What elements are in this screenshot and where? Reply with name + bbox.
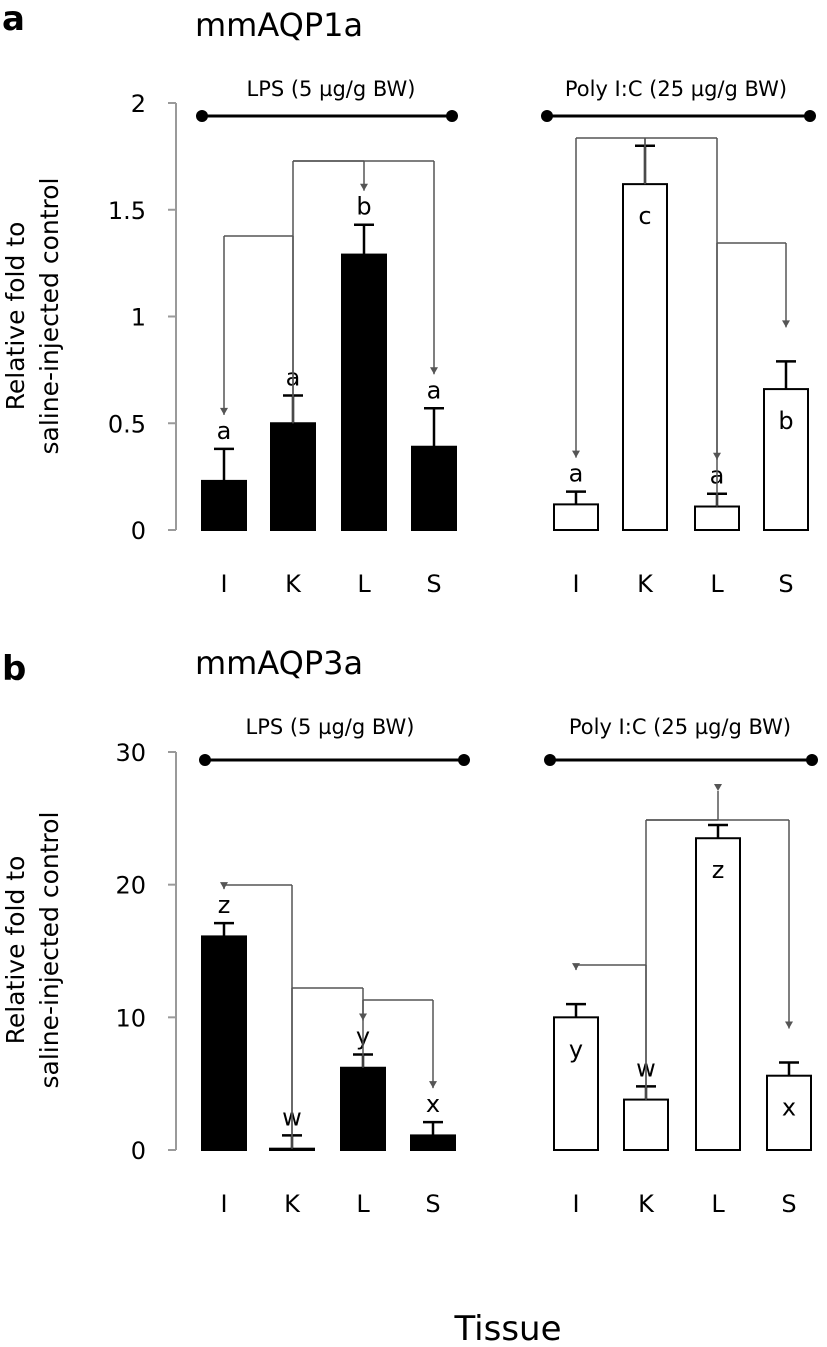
panel-b-y-tick-label: 10	[115, 1004, 146, 1032]
panel-b-category-label: K	[638, 1190, 655, 1218]
panel-a-group-1-line-end-dot	[446, 110, 458, 122]
panel-b-significance-letter: x	[426, 1090, 440, 1118]
panel-a-bracket-arrowhead	[360, 183, 368, 191]
panel-a-bar	[694, 505, 740, 532]
panel-a-bracket-arrowhead	[782, 320, 790, 328]
chart-marks: 00.511.52aIaKbLaSaIcKaLbS0102030zIwKyLxS…	[108, 90, 818, 1218]
panel-b-bracket-arrowhead	[714, 783, 722, 791]
panel-a-group-2-label: Poly I:C (25 µg/g BW)	[565, 77, 787, 101]
panel-b-ylabel-line1: Relative fold to	[1, 856, 30, 1045]
panel-a-group-2-line-start-dot	[541, 110, 553, 122]
panel-a-bracket-arrowhead	[430, 367, 438, 375]
panel-b-category-label: I	[220, 1190, 227, 1218]
panel-a-category-label: L	[710, 570, 724, 598]
panel-a-letter: a	[2, 0, 25, 39]
panel-a-bar	[201, 479, 247, 531]
panel-a-title: mmAQP1a	[195, 6, 363, 44]
panel-b-letter: b	[2, 649, 26, 689]
panel-a-significance-letter: a	[569, 460, 584, 488]
panel-a-category-label: K	[285, 570, 302, 598]
panel-a-y-tick-label: 0	[131, 517, 146, 545]
panel-a-y-tick-label: 1	[131, 304, 146, 332]
panel-b-significance-letter: z	[712, 856, 725, 884]
panel-a-bar	[341, 253, 387, 532]
panel-a-bracket-arrowhead	[220, 407, 228, 415]
panel-b-bracket-arrowhead	[572, 963, 580, 971]
panel-a-group-2-line-end-dot	[804, 110, 816, 122]
panel-a-significance-letter: b	[778, 407, 793, 435]
panel-a-category-label: K	[637, 570, 654, 598]
panel-b-category-label: S	[781, 1190, 796, 1218]
panel-b-category-label: K	[284, 1190, 301, 1218]
panel-b-bar	[766, 1074, 812, 1151]
panel-a-significance-letter: a	[217, 417, 232, 445]
panel-a-category-label: S	[426, 570, 441, 598]
panel-b-category-label: L	[711, 1190, 725, 1218]
panel-a-group-1-line-start-dot	[196, 110, 208, 122]
panel-b-bar	[269, 1147, 315, 1152]
panel-a-bar	[622, 183, 668, 531]
panel-b-bar	[623, 1098, 669, 1152]
x-axis-title: Tissue	[453, 1309, 561, 1347]
panel-b-y-tick-label: 0	[131, 1137, 146, 1165]
panel-a-group-1-label: LPS (5 µg/g BW)	[247, 77, 416, 101]
panel-b-category-label: S	[425, 1190, 440, 1218]
panel-b-ylabel-line2: saline-injected control	[35, 811, 64, 1088]
panel-a-ylabel-line1: Relative fold to	[1, 222, 30, 411]
panel-b-significance-letter: z	[218, 891, 231, 919]
panel-a-significance-letter: b	[356, 193, 371, 221]
panel-a-category-label: I	[220, 570, 227, 598]
panel-b-bar	[695, 837, 741, 1151]
panel-a-bar	[553, 503, 599, 532]
panel-b-significance-letter: y	[569, 1035, 583, 1063]
panel-b-category-label: I	[572, 1190, 579, 1218]
panel-a-bar	[763, 388, 809, 531]
panel-b-bar	[553, 1016, 599, 1151]
panel-a-y-tick-label: 0.5	[108, 410, 146, 438]
panel-b-group-2-label: Poly I:C (25 µg/g BW)	[569, 715, 791, 739]
panel-b-group-2-line-start-dot	[544, 754, 556, 766]
panel-b-group-1-label: LPS (5 µg/g BW)	[246, 715, 415, 739]
panel-b-significance-letter: x	[782, 1094, 796, 1122]
panel-b-group-1-line-end-dot	[458, 754, 470, 766]
panel-a-bar	[270, 422, 316, 531]
panel-b-category-label: L	[356, 1190, 370, 1218]
panel-a-ylabel-line2: saline-injected control	[35, 177, 64, 454]
panel-b-y-tick-label: 20	[115, 872, 146, 900]
panel-a-category-label: S	[778, 570, 793, 598]
panel-b-bar	[410, 1134, 456, 1151]
panel-b-y-tick-label: 30	[115, 739, 146, 767]
panel-b-bracket-arrowhead	[785, 1021, 793, 1029]
panel-a-significance-letter: c	[638, 202, 651, 230]
panel-b-title: mmAQP3a	[195, 644, 363, 682]
panel-a-bracket-arrowhead	[572, 450, 580, 458]
panel-a-category-label: L	[357, 570, 371, 598]
panel-b-bracket-arrowhead	[220, 882, 228, 890]
panel-a-bar	[411, 445, 457, 531]
panel-a-significance-letter: a	[427, 376, 442, 404]
panel-a-y-tick-label: 2	[131, 90, 146, 118]
panel-b-bar	[340, 1066, 386, 1152]
panel-a-y-tick-label: 1.5	[108, 197, 146, 225]
panel-b-bar	[201, 935, 247, 1152]
panel-b-group-2-line-end-dot	[806, 754, 818, 766]
panel-a-category-label: I	[572, 570, 579, 598]
panel-b-group-1-line-start-dot	[199, 754, 211, 766]
panel-b-bracket-arrowhead	[429, 1081, 437, 1089]
